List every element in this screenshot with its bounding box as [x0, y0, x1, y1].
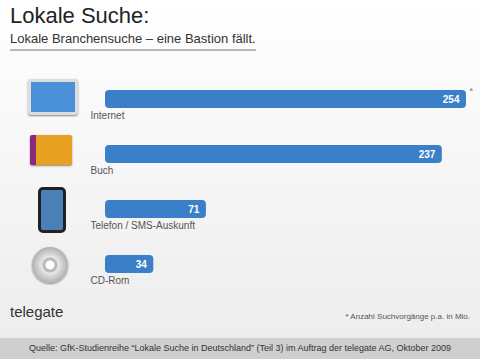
html-text:Quelle: GfK-Studienreihe “Loka: Quelle: GfK-Studienreihe “Lokale Suche i…	[28, 343, 452, 353]
html-text:Lokale Branchensuche – eine Ba: Lokale Branchensuche – eine Bastion fäll…	[10, 31, 256, 46]
svg-text:*: *	[470, 86, 474, 96]
svg-text:254: 254	[443, 94, 460, 105]
svg-text:34: 34	[136, 259, 148, 270]
svg-text:Telefon / SMS-Auskunft: Telefon / SMS-Auskunft	[91, 220, 196, 231]
svg-text:71: 71	[188, 204, 200, 215]
html-text:* Anzahl Suchvorgänge p.a. in: * Anzahl Suchvorgänge p.a. in Mio.	[345, 312, 470, 321]
svg-text:Internet: Internet	[91, 110, 125, 121]
svg-text:237: 237	[419, 149, 436, 160]
html-text:Lokale Suche:: Lokale Suche:	[10, 3, 150, 28]
html-text:telegate: telegate	[10, 303, 64, 320]
svg-text:Buch: Buch	[91, 165, 114, 176]
svg-text:CD-Rom: CD-Rom	[91, 275, 130, 286]
